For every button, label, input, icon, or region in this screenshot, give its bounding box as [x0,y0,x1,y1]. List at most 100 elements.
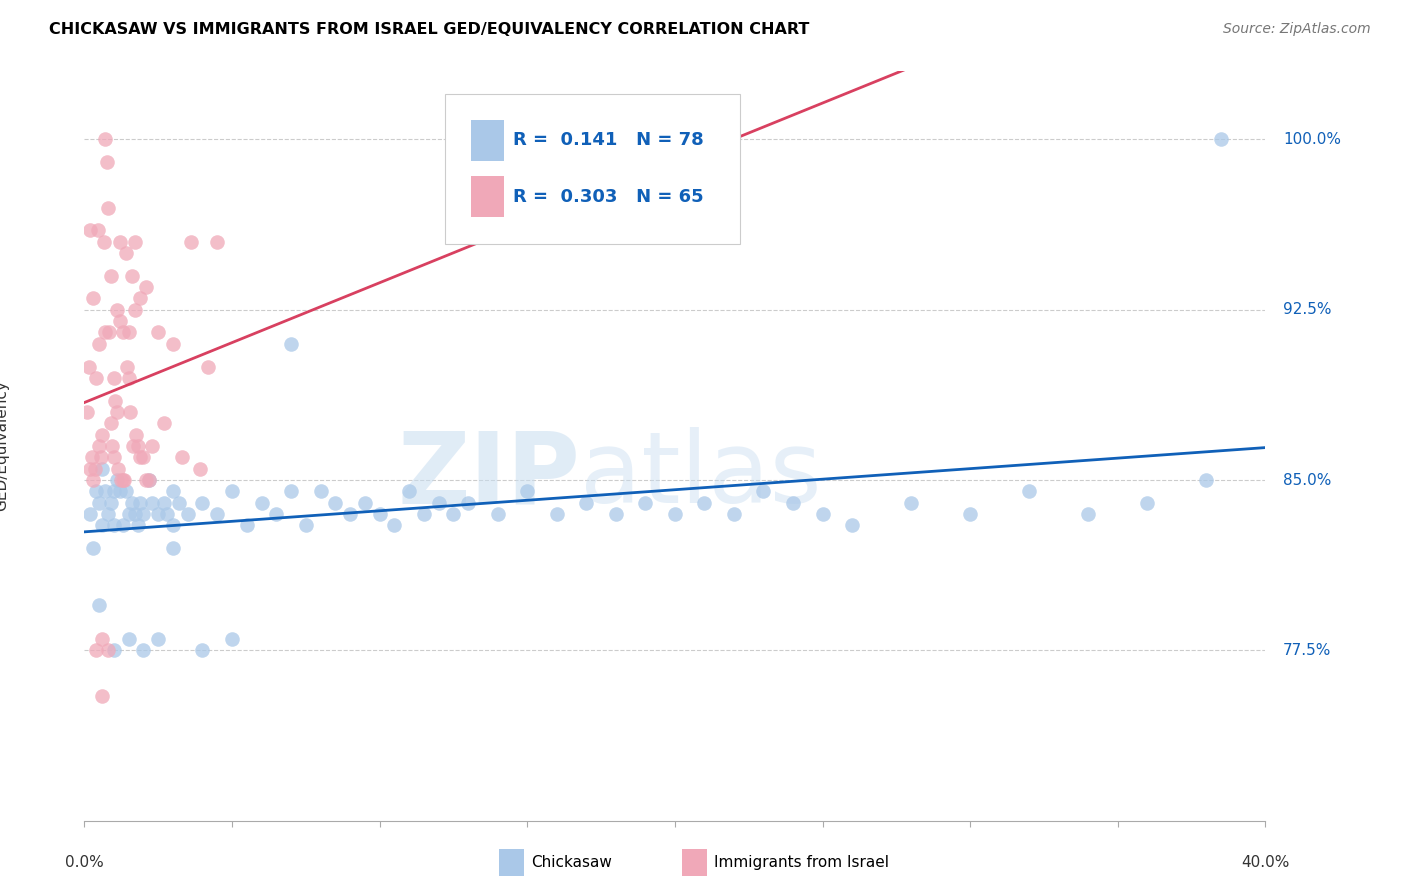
Point [197,359,219,374]
Point [118,507,141,521]
Point [87,336,111,351]
Text: GED/Equivalency: GED/Equivalency [0,381,10,511]
Point [87,598,111,612]
Point [82,473,104,487]
Point [104,393,127,408]
Text: Chickasaw: Chickasaw [531,855,613,870]
Point [103,484,125,499]
Text: Source: ZipAtlas.com: Source: ZipAtlas.com [1223,22,1371,37]
Text: 85.0%: 85.0% [1284,473,1331,488]
Point [191,643,214,657]
Point [107,461,129,475]
Point [114,484,136,499]
Point [339,507,361,521]
Point [108,235,131,249]
Point [93,235,115,249]
Point [368,507,391,521]
Point [84,643,107,657]
Point [83,461,105,475]
Point [82,292,104,306]
Point [112,473,135,487]
Point [295,518,318,533]
Point [132,507,155,521]
Point [135,473,157,487]
Point [79,223,101,237]
Point [723,507,745,521]
Point [98,326,121,340]
Point [125,427,148,442]
Point [141,496,163,510]
Point [90,450,112,465]
Point [221,632,243,646]
Point [120,405,142,419]
Point [87,439,111,453]
Point [634,496,657,510]
Point [354,496,377,510]
Point [108,484,131,499]
Point [1077,507,1099,521]
Point [959,507,981,521]
Point [121,268,143,283]
Point [162,518,184,533]
Point [91,518,114,533]
Point [108,314,131,328]
Point [110,473,132,487]
Text: CHICKASAW VS IMMIGRANTS FROM ISRAEL GED/EQUIVALENCY CORRELATION CHART: CHICKASAW VS IMMIGRANTS FROM ISRAEL GED/… [49,22,810,37]
Point [138,473,160,487]
Point [752,484,775,499]
Point [1211,132,1233,146]
Point [841,518,863,533]
Text: 0.0%: 0.0% [65,855,104,870]
Point [398,484,420,499]
Point [111,473,134,487]
Point [97,643,120,657]
Point [115,359,138,374]
Point [162,541,184,556]
Point [91,632,114,646]
Point [84,371,107,385]
Point [1195,473,1218,487]
Point [207,235,229,249]
Point [782,496,804,510]
Point [148,632,170,646]
Point [103,450,125,465]
Text: R =  0.141   N = 78: R = 0.141 N = 78 [513,131,704,149]
Point [86,223,108,237]
Point [811,507,834,521]
Point [384,518,406,533]
Point [236,518,259,533]
Point [103,643,125,657]
Point [118,326,141,340]
Point [457,496,479,510]
Point [135,280,157,294]
Point [221,484,243,499]
Point [132,450,155,465]
Point [153,496,176,510]
Point [124,235,146,249]
Text: atlas: atlas [581,427,823,524]
Point [100,268,122,283]
Point [82,541,104,556]
Point [91,461,114,475]
Point [122,439,145,453]
Point [207,507,229,521]
Point [121,496,143,510]
Point [80,450,103,465]
Point [138,473,160,487]
Point [250,496,273,510]
Text: ZIP: ZIP [398,427,581,524]
Point [118,632,141,646]
Point [153,417,176,431]
Point [77,359,100,374]
Point [96,155,118,169]
Point [105,302,128,317]
Point [79,507,101,521]
Text: R =  0.303   N = 65: R = 0.303 N = 65 [513,188,703,206]
Text: 40.0%: 40.0% [1241,855,1289,870]
Point [141,439,163,453]
Point [148,326,170,340]
Point [94,484,117,499]
Point [100,417,122,431]
Point [693,496,716,510]
Point [1018,484,1040,499]
